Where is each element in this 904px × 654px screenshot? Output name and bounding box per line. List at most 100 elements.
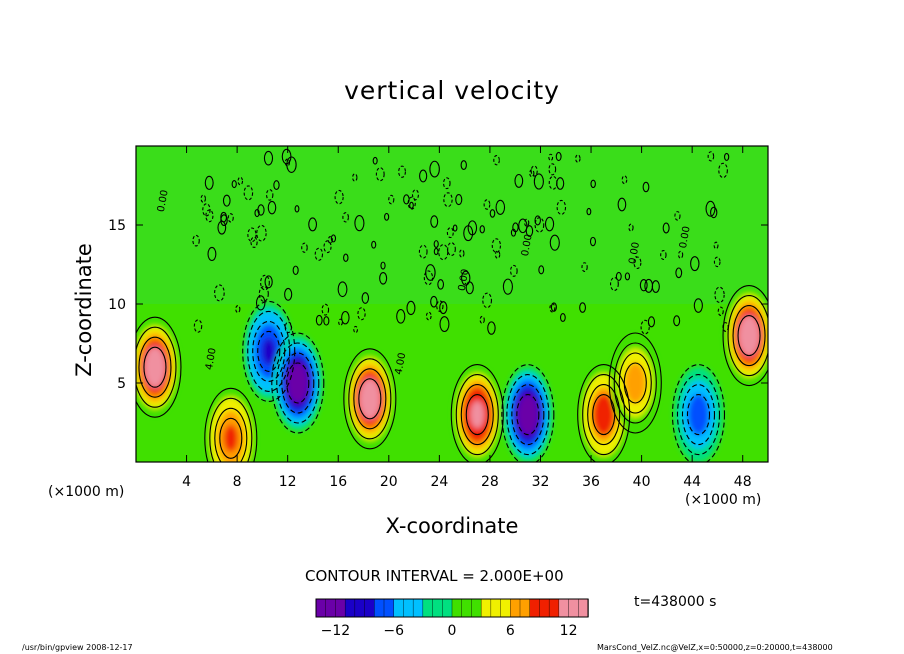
turbulence-contour: [243, 185, 254, 201]
turbulence-contour: [430, 215, 439, 228]
contour-9-0: [671, 364, 726, 462]
contour-7-0: [577, 364, 631, 462]
turbulence-contour: [633, 256, 642, 270]
turbulence-contour: [674, 211, 681, 221]
colorbar-segment: [325, 598, 337, 618]
contour-2-0: [242, 300, 296, 402]
contour-label: 0.00: [678, 225, 693, 249]
turbulence-contour: [257, 204, 265, 216]
colorbar-segment: [480, 598, 492, 618]
contour-4-2: [353, 368, 387, 430]
turbulence-contour: [314, 247, 324, 261]
turbulence-contour: [284, 287, 293, 301]
turbulence-contour: [639, 278, 648, 292]
contour-4-3: [358, 378, 382, 420]
contour-3-1: [276, 342, 320, 424]
turbulence-contour: [647, 316, 656, 328]
field-features: [136, 287, 768, 462]
turbulence-contour: [308, 217, 318, 232]
turbulence-contour: [447, 242, 456, 257]
turbulence-contour: [267, 200, 277, 215]
contour-0-3: [143, 346, 167, 388]
contour-5-0: [450, 364, 504, 462]
contour-8-1: [613, 342, 657, 424]
turbulence-contour: [294, 205, 300, 213]
turbulence-contour: [533, 173, 544, 190]
feature-5-level-5: [470, 400, 485, 429]
turbulence-contour: [436, 300, 444, 312]
turbulence-contour: [642, 181, 650, 193]
contour-4-1: [348, 358, 392, 440]
turbulence-contour: [315, 314, 323, 326]
contour-label: 4.00: [394, 352, 409, 376]
contour-5-1: [455, 374, 499, 456]
turbulence-contour: [524, 218, 530, 227]
turbulence-contour: [502, 278, 513, 295]
y-tick-label: 10: [108, 297, 126, 313]
colorbar-segment: [422, 598, 434, 618]
feature-3-level-5: [290, 369, 305, 397]
turbulence-contour: [379, 271, 388, 285]
x-axis-label: X-coordinate: [385, 514, 519, 538]
contour-6-0: [501, 364, 555, 462]
turbulence-contour: [423, 270, 434, 286]
turbulence-contour: [284, 321, 293, 334]
contour-interval-label: CONTOUR INTERVAL = 2.000E+00: [305, 567, 564, 585]
turbulence-contour: [534, 215, 541, 226]
turbulence-contour: [254, 208, 260, 218]
turbulence-contour: [411, 189, 419, 201]
y-tick-label: 15: [108, 218, 126, 234]
turbulence-contour: [204, 175, 214, 190]
turbulence-contour: [660, 249, 667, 260]
colorbar-segment: [529, 598, 541, 618]
turbulence-contour: [491, 238, 501, 253]
colorbar-segment: [471, 598, 482, 618]
turbulence-contour: [494, 250, 501, 259]
x-tick-label: 28: [481, 474, 499, 490]
turbulence-contour: [548, 163, 557, 176]
turbulence-contour: [718, 162, 728, 179]
turbulence-contour: [403, 194, 410, 205]
colorbar-segment: [578, 598, 589, 618]
turbulence-contour: [353, 325, 358, 334]
turbulence-contour: [678, 250, 684, 259]
turbulence-contour: [220, 211, 228, 223]
turbulence-contour: [714, 286, 725, 304]
turbulence-contour: [443, 192, 453, 208]
colorbar-segment: [315, 598, 327, 618]
field-upper-band: [136, 146, 768, 304]
turbulence-contour: [292, 265, 299, 275]
turbulence-contour: [495, 199, 506, 215]
colorbar-segment: [568, 598, 579, 618]
turbulence-contour: [615, 271, 622, 282]
colorbar-segment: [548, 598, 560, 618]
colorbar-segment: [335, 598, 346, 618]
colorbar-tick-label: −6: [383, 623, 404, 639]
turbulence-contour: [529, 169, 535, 178]
x-tick-label: 4: [182, 474, 191, 490]
contour-label: 0.00: [156, 189, 171, 213]
contour-6-2: [511, 384, 545, 446]
chart-title: vertical velocity: [344, 76, 560, 105]
colorbar-segment: [393, 598, 405, 618]
turbulence-contour: [323, 240, 332, 254]
contour-3-2: [281, 352, 315, 414]
contour-1-3: [219, 417, 243, 459]
colorbar-segment: [442, 598, 453, 618]
turbulence-contour: [260, 274, 270, 291]
feature-10-level-5: [742, 321, 757, 350]
turbulence-contour: [693, 298, 703, 313]
turbulence-contour: [723, 152, 730, 161]
turbulence-contour: [388, 194, 395, 205]
turbulence-contour: [372, 156, 378, 165]
turbulence-contour: [707, 151, 715, 162]
turbulence-contour: [446, 227, 454, 239]
contour-label: 0.00: [457, 268, 472, 292]
turbulence-contour: [227, 213, 234, 223]
turbulence-contour: [452, 224, 458, 232]
turbulence-contour: [264, 275, 273, 289]
contour-5-2: [460, 384, 494, 446]
x-axis-unit-right: (×1000 m): [685, 492, 762, 508]
turbulence-contour: [352, 173, 358, 182]
